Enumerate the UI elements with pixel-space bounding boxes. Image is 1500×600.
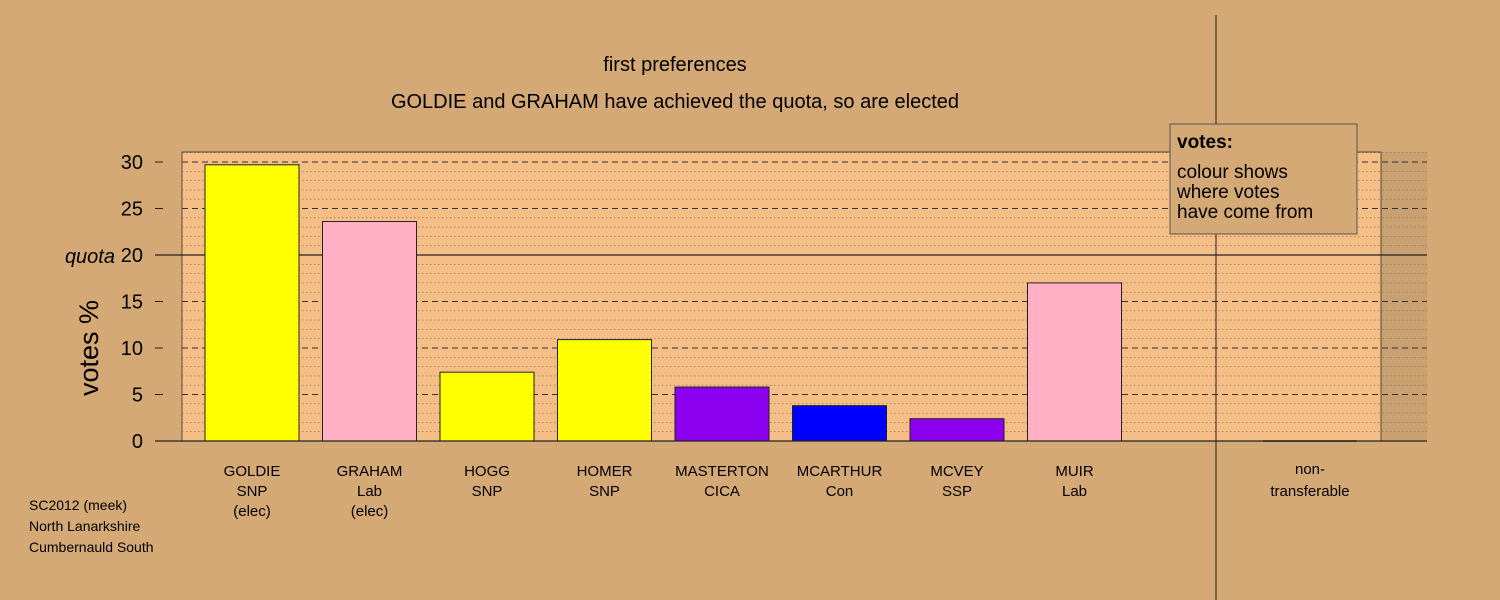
y-axis-label: votes %: [74, 300, 104, 396]
y-axis: 0 5 10 15 20 25 30: [121, 15, 1427, 600]
y-tick-label: 0: [132, 431, 143, 453]
x-label-name: MCARTHUR: [797, 463, 883, 480]
bar-mcarthur: [792, 405, 887, 442]
x-label-party: SNP: [237, 483, 268, 500]
x-label-party: Lab: [1062, 483, 1087, 500]
bar-hogg: [439, 371, 535, 442]
x-label-name: MUIR: [1055, 463, 1093, 480]
x-label-party: SSP: [942, 483, 972, 500]
y-tick-label: 5: [132, 385, 143, 407]
x-label-name: HOMER: [577, 463, 633, 480]
x-label-name: GOLDIE: [224, 463, 281, 480]
y-tick-label: 20: [121, 245, 143, 267]
y-tick-label: 30: [121, 152, 143, 174]
x-label-party: Con: [826, 483, 854, 500]
bars: [204, 164, 1357, 442]
footer-election: SC2012 (meek): [29, 497, 128, 513]
chart-subtitle: GOLDIE and GRAHAM have achieved the quot…: [391, 91, 959, 113]
x-label-status: (elec): [351, 503, 389, 520]
legend-line-3: have come from: [1177, 202, 1313, 223]
bar-homer: [557, 339, 652, 442]
bar-masterton: [674, 386, 770, 442]
x-label-name: HOGG: [464, 463, 510, 480]
x-label-nontransferable-1: non-: [1295, 461, 1325, 478]
y-tick-label: 15: [121, 292, 143, 314]
x-label-name: GRAHAM: [337, 463, 403, 480]
footer-ward: Cumbernauld South: [29, 539, 154, 555]
x-label-party: SNP: [589, 483, 620, 500]
right-panel-shade: [1381, 152, 1427, 441]
bar-mcvey: [909, 418, 1005, 442]
election-info: SC2012 (meek) North Lanarkshire Cumberna…: [29, 495, 154, 558]
y-tick-label: 25: [121, 199, 143, 221]
x-label-party: CICA: [704, 483, 740, 500]
x-label-status: (elec): [233, 503, 271, 520]
footer-council: North Lanarkshire: [29, 518, 141, 534]
bar-graham: [322, 221, 417, 442]
bar-goldie: [204, 164, 300, 442]
legend-line-1: colour shows: [1177, 162, 1288, 183]
legend-line-2: where votes: [1176, 182, 1279, 203]
x-label-name: MCVEY: [930, 463, 983, 480]
x-axis-labels: GOLDIE SNP (elec) GRAHAM Lab (elec) HOGG SNP HOM…: [224, 461, 1350, 520]
legend-title: votes:: [1177, 132, 1233, 153]
x-label-name: MASTERTON: [675, 463, 769, 480]
x-label-party: Lab: [357, 483, 382, 500]
y-tick-label: 10: [121, 338, 143, 360]
x-label-nontransferable-2: transferable: [1270, 483, 1349, 500]
quota-label: quota: [65, 246, 115, 268]
bar-muir: [1027, 282, 1122, 442]
chart-title: first preferences: [603, 54, 746, 76]
x-label-party: SNP: [472, 483, 503, 500]
legend-box: votes: colour shows where votes have com…: [1169, 123, 1358, 235]
